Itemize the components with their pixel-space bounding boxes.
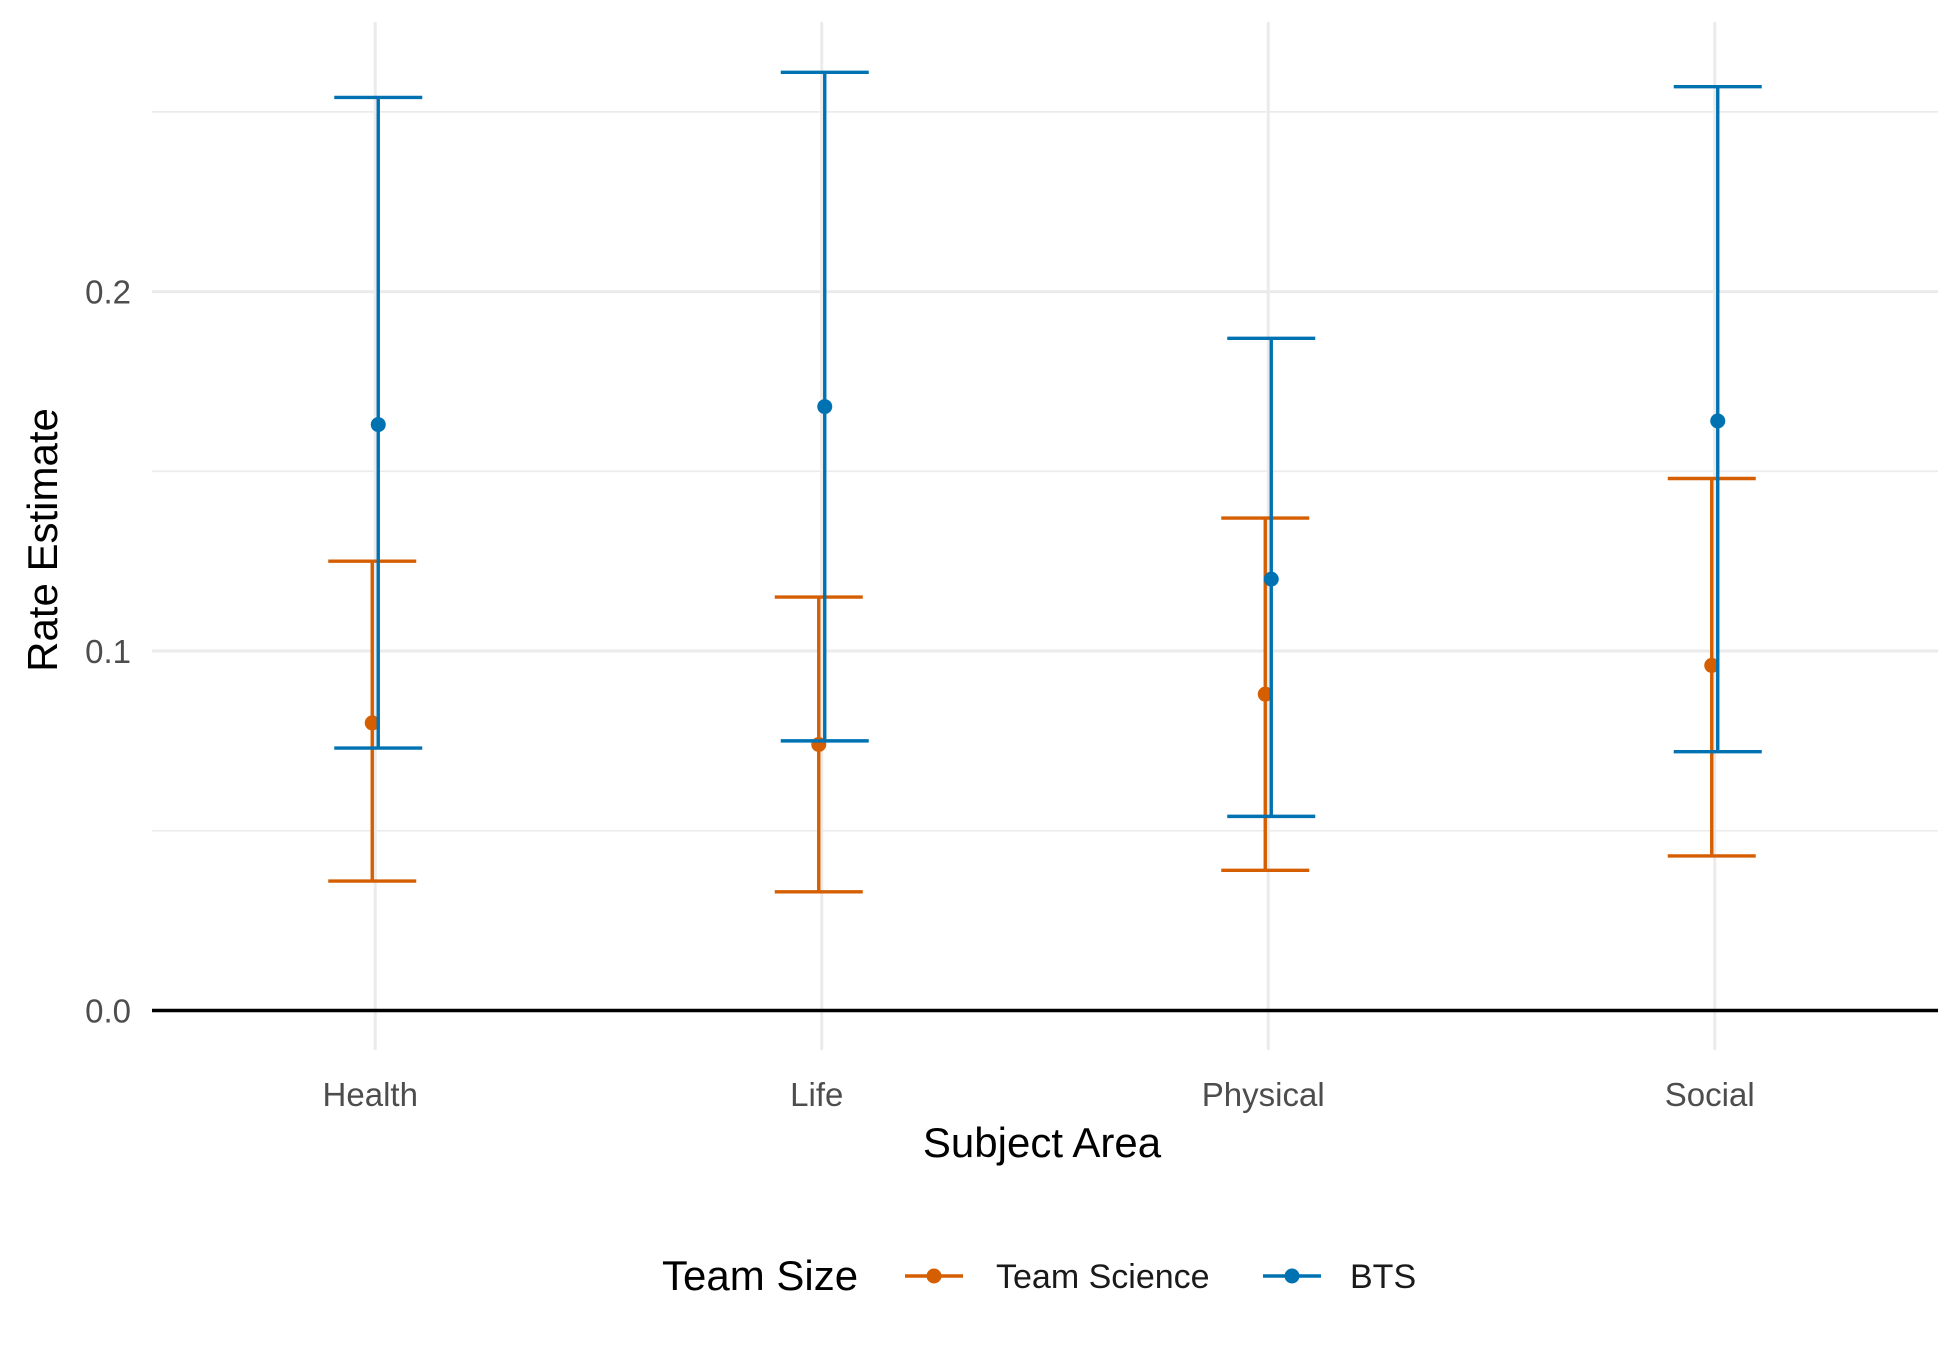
point-estimate bbox=[1263, 571, 1279, 587]
point-estimate bbox=[370, 417, 386, 433]
legend-key-point bbox=[926, 1268, 942, 1284]
x-tick-label: Physical bbox=[1202, 1076, 1325, 1113]
legend-title: Team Size bbox=[662, 1252, 858, 1299]
x-tick-label: Health bbox=[323, 1076, 418, 1113]
axes: 0.0 0.1 0.2 Health Life Physical Social bbox=[85, 274, 1938, 1113]
legend-item: BTS bbox=[1263, 1258, 1416, 1296]
y-axis-title: Rate Estimate bbox=[19, 408, 66, 672]
legend: Team Size Team Science BTS bbox=[662, 1252, 1416, 1299]
y-tick-label: 0.0 bbox=[85, 992, 131, 1029]
point-estimate bbox=[817, 399, 833, 415]
legend-key-point bbox=[1284, 1268, 1300, 1284]
legend-label: BTS bbox=[1350, 1258, 1416, 1296]
point-estimate bbox=[1257, 686, 1273, 702]
legend-item: Team Science bbox=[905, 1258, 1210, 1296]
x-tick-label: Life bbox=[790, 1076, 843, 1113]
point-estimate bbox=[364, 715, 380, 731]
legend-label: Team Science bbox=[996, 1258, 1210, 1296]
chart-marks bbox=[328, 70, 1762, 894]
x-axis-title: Subject Area bbox=[923, 1119, 1162, 1166]
series-bts bbox=[334, 70, 1762, 819]
series-team-science bbox=[328, 476, 1756, 894]
y-tick-label: 0.1 bbox=[85, 633, 131, 670]
y-tick-label: 0.2 bbox=[85, 274, 131, 311]
point-estimate bbox=[1704, 657, 1720, 673]
x-tick-label: Social bbox=[1665, 1076, 1755, 1113]
legend-items: Team Science BTS bbox=[905, 1258, 1416, 1296]
grid bbox=[152, 22, 1938, 1050]
point-estimate bbox=[1710, 413, 1726, 429]
